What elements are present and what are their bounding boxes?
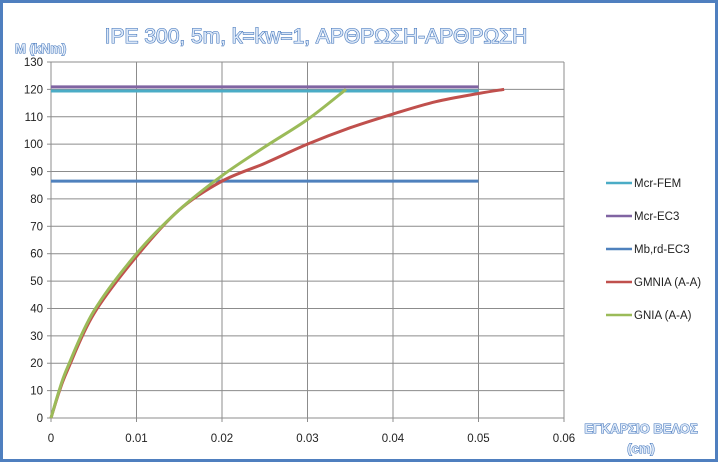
x-axis-label-line1: ΕΓΚΑΡΣΙΟ ΒΕΛΟΣ [584, 421, 698, 436]
y-tick-label: 20 [30, 358, 43, 370]
chart-title: IPE 300, 5m, k=kw=1, ΑΡΘΡΩΣΗ-ΑΡΘΡΩΣΗ [105, 25, 528, 48]
y-tick-label: 90 [30, 167, 43, 179]
y-tick-label: 60 [30, 249, 43, 261]
y-tick-label: 0 [37, 413, 43, 425]
x-tick-label: 0 [48, 433, 54, 445]
y-tick-label: 110 [25, 112, 43, 124]
chart: IPE 300, 5m, k=kw=1, ΑΡΘΡΩΣΗ-ΑΡΘΡΩΣΗ M (… [15, 24, 702, 456]
x-tick-label: 0.02 [211, 433, 233, 445]
y-tick-label: 70 [30, 221, 43, 233]
legend-label: Mb,rd-EC3 [634, 244, 690, 256]
legend-label: Mcr-EC3 [634, 211, 679, 223]
y-tick-label: 10 [30, 386, 43, 398]
legend-label: GMNIA (A-A) [634, 277, 701, 289]
y-tick-label: 30 [30, 331, 43, 343]
x-tick-label: 0.06 [553, 433, 575, 445]
legend-label: Mcr-FEM [634, 178, 681, 190]
legend-label: GNIA (A-A) [634, 310, 692, 322]
x-axis-label-line2: (cm) [627, 441, 654, 456]
y-tick-label: 80 [30, 194, 43, 206]
y-tick-label: 120 [24, 84, 43, 96]
y-axis-label: M (kNm) [15, 41, 66, 56]
y-tick-label: 130 [24, 57, 43, 69]
x-tick-label: 0.04 [382, 433, 405, 445]
x-tick-label: 0.01 [125, 433, 147, 445]
x-tick-label: 0.03 [296, 433, 318, 445]
series-line-gnia-a-a- [49, 88, 347, 419]
y-tick-label: 100 [24, 139, 43, 151]
x-tick-label: 0.05 [467, 433, 489, 445]
y-tick-label: 50 [30, 276, 43, 288]
y-tick-label: 40 [30, 303, 43, 315]
